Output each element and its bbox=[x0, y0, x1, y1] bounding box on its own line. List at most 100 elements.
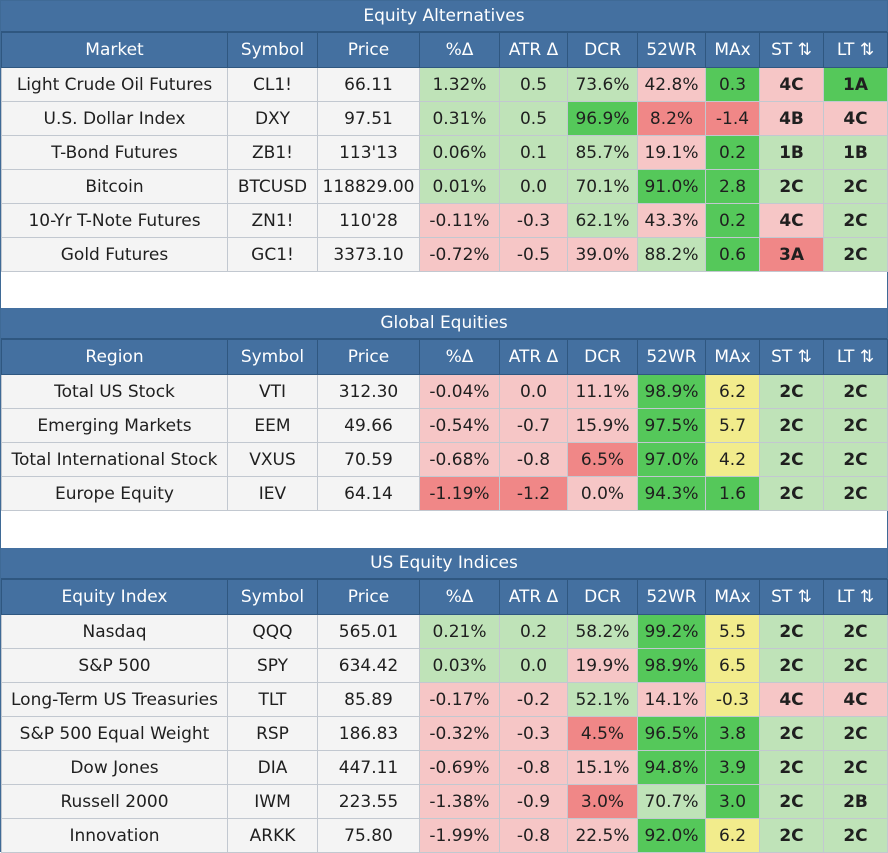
column-header-price[interactable]: Price bbox=[317, 339, 420, 375]
column-header-lt[interactable]: LT ⇅ bbox=[823, 32, 888, 68]
column-header-symbol[interactable]: Symbol bbox=[227, 579, 318, 615]
column-header-max[interactable]: MAx bbox=[705, 579, 760, 615]
column-header-price[interactable]: Price bbox=[317, 32, 420, 68]
atr-change-cell: -0.9 bbox=[499, 784, 568, 819]
column-header-52wr[interactable]: 52WR bbox=[637, 32, 706, 68]
lt-trend-cell: 2C bbox=[823, 374, 888, 409]
dcr-cell: 15.1% bbox=[567, 750, 638, 785]
symbol-cell: CL1! bbox=[227, 67, 318, 102]
atr-change-cell: -0.3 bbox=[499, 716, 568, 751]
column-header-max[interactable]: MAx bbox=[705, 339, 760, 375]
pct-change-cell: 0.01% bbox=[419, 169, 500, 204]
price-cell: 3373.10 bbox=[317, 237, 420, 272]
column-header-price[interactable]: Price bbox=[317, 579, 420, 615]
max-cell: 3.9 bbox=[705, 750, 760, 785]
column-header-name[interactable]: Market bbox=[1, 32, 228, 68]
price-cell: 113'13 bbox=[317, 135, 420, 170]
dcr-cell: 6.5% bbox=[567, 442, 638, 477]
pct-change-cell: -1.19% bbox=[419, 476, 500, 511]
pct-change-cell: 0.21% bbox=[419, 614, 500, 649]
lt-trend-cell: 2C bbox=[823, 169, 888, 204]
max-cell: 2.8 bbox=[705, 169, 760, 204]
atr-change-cell: -0.8 bbox=[499, 750, 568, 785]
max-cell: 0.2 bbox=[705, 203, 760, 238]
52wr-cell: 99.2% bbox=[637, 614, 706, 649]
atr-change-cell: -0.8 bbox=[499, 818, 568, 853]
52wr-cell: 97.5% bbox=[637, 408, 706, 443]
name-cell: Light Crude Oil Futures bbox=[1, 67, 228, 102]
column-header-name[interactable]: Region bbox=[1, 339, 228, 375]
price-cell: 110'28 bbox=[317, 203, 420, 238]
us-equity-indices-table: Equity Index Symbol Price %Δ ATR Δ DCR 52WR MAx… bbox=[1, 579, 888, 853]
atr-change-cell: 0.0 bbox=[499, 648, 568, 683]
column-header-atr-change[interactable]: ATR Δ bbox=[499, 579, 568, 615]
st-trend-cell: 4C bbox=[759, 682, 824, 717]
column-header-dcr[interactable]: DCR bbox=[567, 32, 638, 68]
table-row: Innovation ARKK 75.80 -1.99% -0.8 22.5% 92.0% 6… bbox=[1, 818, 888, 853]
symbol-cell: IEV bbox=[227, 476, 318, 511]
column-header-symbol[interactable]: Symbol bbox=[227, 339, 318, 375]
name-cell: Gold Futures bbox=[1, 237, 228, 272]
name-cell: T-Bond Futures bbox=[1, 135, 228, 170]
max-cell: 1.6 bbox=[705, 476, 760, 511]
dcr-cell: 52.1% bbox=[567, 682, 638, 717]
st-trend-cell: 2C bbox=[759, 169, 824, 204]
price-cell: 634.42 bbox=[317, 648, 420, 683]
pct-change-cell: 1.32% bbox=[419, 67, 500, 102]
column-header-pct-change[interactable]: %Δ bbox=[419, 339, 500, 375]
column-header-pct-change[interactable]: %Δ bbox=[419, 32, 500, 68]
column-header-dcr[interactable]: DCR bbox=[567, 339, 638, 375]
column-header-name[interactable]: Equity Index bbox=[1, 579, 228, 615]
column-header-st[interactable]: ST ⇅ bbox=[759, 579, 824, 615]
price-cell: 565.01 bbox=[317, 614, 420, 649]
us-equity-indices-section: US Equity Indices Equity Index Symbol Pric… bbox=[1, 548, 888, 853]
52wr-cell: 91.0% bbox=[637, 169, 706, 204]
header-row: Region Symbol Price %Δ ATR Δ DCR 52WR MAx ST ⇅ LT… bbox=[1, 339, 888, 375]
column-header-pct-change[interactable]: %Δ bbox=[419, 579, 500, 615]
symbol-cell: ZN1! bbox=[227, 203, 318, 238]
52wr-cell: 19.1% bbox=[637, 135, 706, 170]
table-row: Emerging Markets EEM 49.66 -0.54% -0.7 15.9% 9… bbox=[1, 408, 888, 443]
dcr-cell: 11.1% bbox=[567, 374, 638, 409]
price-cell: 223.55 bbox=[317, 784, 420, 819]
column-header-atr-change[interactable]: ATR Δ bbox=[499, 339, 568, 375]
lt-trend-cell: 2C bbox=[823, 203, 888, 238]
table-row: Total US Stock VTI 312.30 -0.04% 0.0 11.1% 98.… bbox=[1, 374, 888, 409]
dcr-cell: 58.2% bbox=[567, 614, 638, 649]
price-cell: 447.11 bbox=[317, 750, 420, 785]
column-header-lt[interactable]: LT ⇅ bbox=[823, 579, 888, 615]
column-header-52wr[interactable]: 52WR bbox=[637, 579, 706, 615]
name-cell: Nasdaq bbox=[1, 614, 228, 649]
max-cell: 5.5 bbox=[705, 614, 760, 649]
name-cell: S&P 500 Equal Weight bbox=[1, 716, 228, 751]
column-header-dcr[interactable]: DCR bbox=[567, 579, 638, 615]
table-row: Gold Futures GC1! 3373.10 -0.72% -0.5 39.0% 88… bbox=[1, 237, 888, 272]
symbol-cell: VTI bbox=[227, 374, 318, 409]
table-row: Light Crude Oil Futures CL1! 66.11 1.32% 0.5… bbox=[1, 67, 888, 102]
pct-change-cell: -0.17% bbox=[419, 682, 500, 717]
name-cell: Total International Stock bbox=[1, 442, 228, 477]
table-row: Total International Stock VXUS 70.59 -0.68%… bbox=[1, 442, 888, 477]
column-header-atr-change[interactable]: ATR Δ bbox=[499, 32, 568, 68]
lt-trend-cell: 4C bbox=[823, 682, 888, 717]
column-header-max[interactable]: MAx bbox=[705, 32, 760, 68]
pct-change-cell: -0.69% bbox=[419, 750, 500, 785]
column-header-52wr[interactable]: 52WR bbox=[637, 339, 706, 375]
lt-trend-cell: 1B bbox=[823, 135, 888, 170]
column-header-lt[interactable]: LT ⇅ bbox=[823, 339, 888, 375]
column-header-symbol[interactable]: Symbol bbox=[227, 32, 318, 68]
column-header-st[interactable]: ST ⇅ bbox=[759, 339, 824, 375]
atr-change-cell: -0.3 bbox=[499, 203, 568, 238]
atr-change-cell: -0.2 bbox=[499, 682, 568, 717]
dcr-cell: 96.9% bbox=[567, 101, 638, 136]
section-title: US Equity Indices bbox=[1, 548, 887, 579]
global-equities-table: Region Symbol Price %Δ ATR Δ DCR 52WR MAx ST ⇅ LT… bbox=[1, 339, 888, 511]
atr-change-cell: 0.5 bbox=[499, 67, 568, 102]
pct-change-cell: -0.04% bbox=[419, 374, 500, 409]
st-trend-cell: 3A bbox=[759, 237, 824, 272]
atr-change-cell: 0.1 bbox=[499, 135, 568, 170]
table-row: Nasdaq QQQ 565.01 0.21% 0.2 58.2% 99.2% 5.5 2C 2C bbox=[1, 614, 888, 649]
column-header-st[interactable]: ST ⇅ bbox=[759, 32, 824, 68]
atr-change-cell: 0.0 bbox=[499, 374, 568, 409]
price-cell: 75.80 bbox=[317, 818, 420, 853]
